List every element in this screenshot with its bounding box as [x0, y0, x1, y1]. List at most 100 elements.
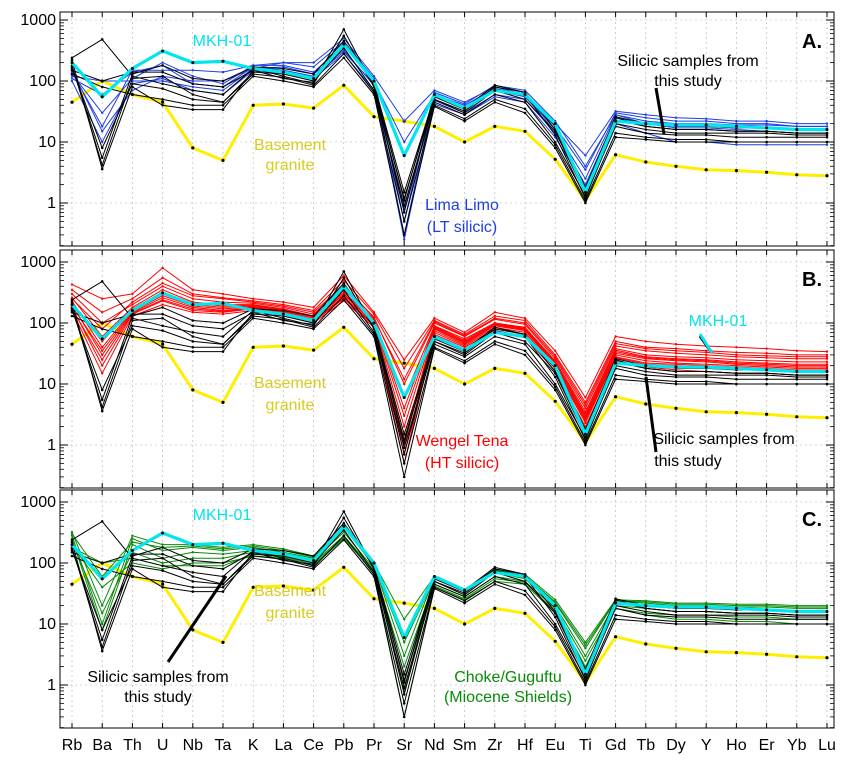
comparison-series-line: [71, 296, 827, 441]
comparison-series-point: [523, 89, 527, 92]
this-study-series-point: [161, 546, 164, 549]
this-study-series-point: [704, 373, 708, 377]
this-study-series-point: [282, 67, 285, 70]
comparison-series-point: [614, 355, 617, 358]
comparison-series-point: [131, 540, 134, 544]
mkh01-point: [161, 531, 165, 535]
this-study-series-point: [523, 582, 527, 586]
basement-granite-point: [312, 348, 316, 352]
mkh01-point: [251, 549, 255, 552]
comparison-series-point: [101, 364, 104, 367]
this-study-series-point: [161, 316, 164, 320]
comparison-series-point: [70, 75, 74, 78]
x-tick-label: Rb: [62, 737, 83, 754]
this-study-series-point: [372, 575, 376, 578]
comparison-series-point: [584, 165, 587, 168]
comparison-series-point: [614, 348, 617, 352]
x-tick-label: La: [275, 737, 293, 754]
panel-label: Wengel Tena: [416, 433, 509, 450]
x-tick-label: Ho: [726, 737, 747, 754]
this-study-series-point: [795, 375, 799, 379]
basement-granite-point: [402, 361, 406, 365]
this-study-series-point: [765, 612, 768, 615]
this-study-series-point: [342, 39, 346, 43]
this-study-series-point: [704, 128, 708, 131]
comparison-series-point: [705, 356, 708, 359]
this-study-series-point: [644, 370, 648, 373]
this-study-series-point: [402, 475, 406, 479]
comparison-series-point: [644, 612, 647, 615]
basement-granite-point: [432, 124, 436, 128]
this-study-series-point: [161, 324, 164, 328]
comparison-series-point: [70, 531, 74, 534]
this-study-series-point: [312, 561, 315, 565]
comparison-series-point: [101, 346, 104, 349]
comparison-series-point: [161, 285, 164, 288]
mkh01-point: [70, 543, 74, 547]
comparison-series-point: [403, 382, 406, 386]
mkh01-point: [734, 124, 738, 128]
this-study-series-line: [71, 40, 827, 193]
comparison-series-point: [70, 283, 74, 286]
comparison-series-point: [644, 359, 647, 362]
mkh01-line: [70, 284, 827, 436]
comparison-series-point: [191, 311, 194, 314]
comparison-series-point: [403, 367, 406, 370]
this-study-series-point: [251, 74, 255, 78]
comparison-series-point: [644, 113, 647, 116]
this-study-series-point: [825, 140, 829, 144]
this-study-series-point: [704, 622, 708, 626]
comparison-series-point: [795, 363, 798, 366]
panel-label: this study: [654, 73, 722, 90]
this-study-series-point: [402, 686, 406, 690]
comparison-series-point: [584, 654, 587, 658]
plot-lines-group: [70, 266, 829, 479]
leader-line: [654, 87, 666, 135]
comparison-series-point: [342, 37, 345, 40]
comparison-series-point: [161, 288, 164, 291]
basement-granite-point: [312, 106, 316, 110]
this-study-series-point: [704, 382, 708, 386]
this-study-series-point: [191, 559, 195, 562]
this-study-series-point: [493, 580, 497, 583]
comparison-series-point: [795, 355, 798, 358]
comparison-series-point: [101, 622, 104, 626]
mkh01-point: [825, 128, 829, 131]
this-study-series-point: [674, 613, 678, 617]
comparison-series-point: [765, 119, 768, 123]
this-study-series-point: [161, 556, 164, 560]
basement-granite-point: [463, 382, 467, 386]
panel-letter: B.: [802, 269, 822, 291]
mkh01-point: [493, 88, 497, 92]
comparison-series-point: [825, 125, 829, 128]
this-study-series-point: [70, 551, 74, 554]
this-study-series-point: [674, 610, 678, 613]
mkh01-point: [825, 370, 829, 373]
comparison-series-point: [554, 349, 557, 352]
this-study-series-point: [614, 373, 617, 377]
this-study-series-point: [342, 534, 346, 537]
this-study-series-point: [100, 156, 104, 160]
this-study-series-point: [584, 436, 587, 440]
this-study-series-point: [402, 233, 406, 237]
comparison-series-point: [191, 297, 194, 300]
comparison-series-point: [554, 360, 557, 364]
this-study-series-line: [71, 270, 827, 455]
comparison-series-point: [101, 358, 104, 361]
comparison-series-point: [342, 279, 345, 282]
this-study-series-point: [523, 342, 527, 346]
comparison-series-point: [705, 353, 708, 357]
y-tick-label: 1: [47, 437, 56, 454]
this-study-series-point: [251, 72, 255, 76]
comparison-series-point: [825, 363, 829, 366]
comparison-series-point: [584, 647, 587, 650]
this-study-series-point: [342, 276, 346, 280]
this-study-series-point: [191, 590, 195, 593]
mkh01-line: [70, 524, 827, 676]
this-study-series-point: [674, 373, 678, 377]
this-study-series-point: [282, 321, 285, 325]
this-study-series-point: [402, 199, 406, 202]
comparison-series-point: [191, 551, 194, 554]
comparison-series-point: [161, 69, 164, 72]
